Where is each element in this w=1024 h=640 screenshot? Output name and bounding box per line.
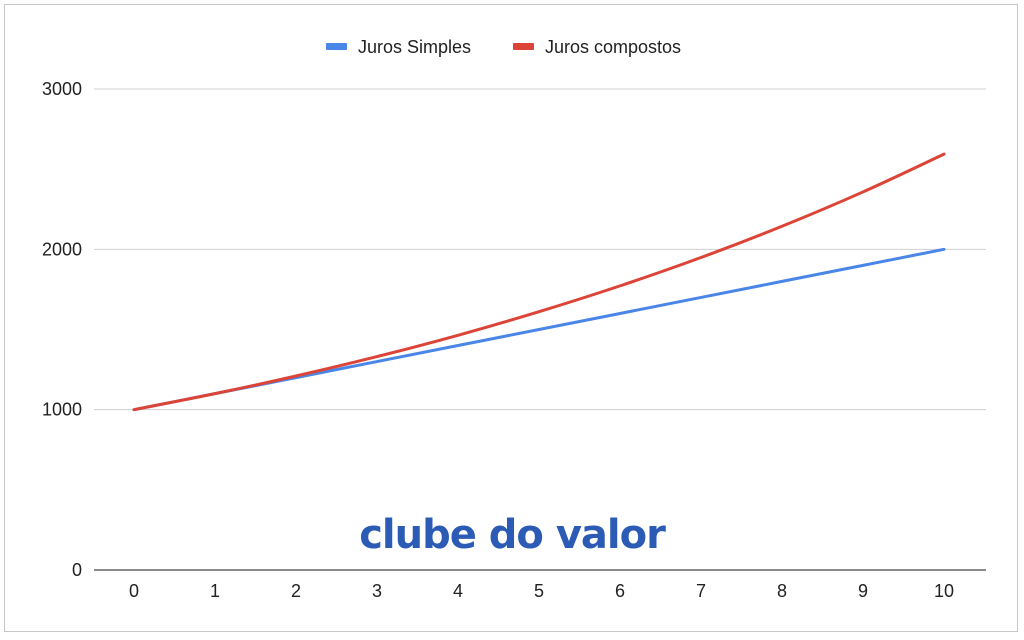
legend-label: Juros Simples bbox=[358, 37, 471, 57]
x-tick-label: 5 bbox=[534, 581, 544, 601]
x-tick-label: 0 bbox=[129, 581, 139, 601]
y-tick-label: 1000 bbox=[42, 400, 82, 420]
x-tick-label: 7 bbox=[696, 581, 706, 601]
x-tick-label: 1 bbox=[210, 581, 220, 601]
y-tick-label: 3000 bbox=[42, 79, 82, 99]
legend-label: Juros compostos bbox=[545, 37, 681, 57]
legend-swatch bbox=[326, 43, 347, 50]
x-tick-label: 8 bbox=[777, 581, 787, 601]
x-tick-label: 4 bbox=[453, 581, 463, 601]
series-lines bbox=[132, 152, 946, 412]
chart-frame bbox=[4, 4, 1018, 632]
x-tick-label: 3 bbox=[372, 581, 382, 601]
y-tick-label: 2000 bbox=[42, 239, 82, 259]
x-axis-ticks: 0 1 2 3 4 5 6 7 8 9 10 bbox=[129, 581, 954, 601]
y-tick-label: 0 bbox=[72, 560, 82, 580]
x-tick-label: 9 bbox=[858, 581, 868, 601]
legend: Juros Simples Juros compostos bbox=[326, 37, 681, 57]
x-tick-label: 6 bbox=[615, 581, 625, 601]
watermark-logo: clube do valor bbox=[359, 512, 666, 558]
y-axis-ticks: 0 1000 2000 3000 bbox=[42, 79, 82, 580]
grid-lines bbox=[94, 88, 986, 411]
series-line-juros-compostos bbox=[132, 152, 946, 412]
x-tick-label: 10 bbox=[934, 581, 954, 601]
x-tick-label: 2 bbox=[291, 581, 301, 601]
legend-swatch bbox=[513, 43, 534, 50]
